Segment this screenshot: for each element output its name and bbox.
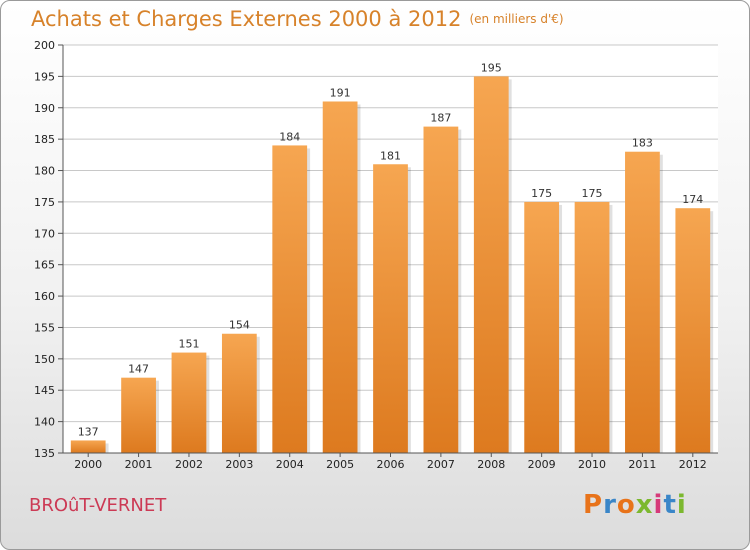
bar-2001: [121, 377, 156, 453]
data-label: 147: [128, 363, 149, 376]
logo-letter: r: [603, 490, 617, 520]
y-tick-label: 165: [34, 259, 55, 272]
x-tick-label: 2004: [276, 458, 304, 471]
logo-letter: i: [676, 490, 687, 520]
data-label: 184: [279, 130, 300, 143]
y-tick-label: 155: [34, 321, 55, 334]
logo-letter: P: [583, 490, 604, 520]
axes: [58, 44, 718, 457]
data-label: 151: [178, 338, 199, 351]
y-tick-label: 150: [34, 353, 55, 366]
bar-2008: [473, 76, 509, 453]
data-label: 181: [380, 149, 401, 162]
bar-2012: [675, 208, 711, 453]
y-tick-label: 180: [34, 165, 55, 178]
x-tick-label: 2003: [225, 458, 253, 471]
data-label: 154: [229, 319, 250, 332]
bar-2003: [221, 333, 257, 453]
bar-2004: [272, 145, 308, 453]
x-tick-label: 2006: [377, 458, 405, 471]
y-tick-label: 135: [34, 447, 55, 460]
chart-title: Achats et Charges Externes 2000 à 2012 (e…: [31, 7, 564, 31]
y-tick-label: 145: [34, 384, 55, 397]
data-label: 137: [78, 425, 99, 438]
data-label: 191: [330, 86, 351, 99]
y-tick-label: 170: [34, 227, 55, 240]
data-label: 187: [430, 112, 451, 125]
labels: 135 140 145 150 155 160 165 170 175 180 185 190 195 2…: [34, 39, 707, 471]
x-tick-label: 2007: [427, 458, 455, 471]
y-tick-label: 195: [34, 70, 55, 83]
logo-letter: o: [616, 490, 636, 520]
data-label: 183: [632, 137, 653, 150]
bar-2010: [574, 201, 610, 453]
x-tick-label: 2011: [628, 458, 656, 471]
bars: [70, 76, 714, 453]
bar-2005: [322, 101, 358, 453]
x-tick-label: 2009: [528, 458, 556, 471]
data-label: 195: [481, 61, 502, 74]
place-name: BROûT-VERNET: [29, 495, 167, 516]
y-tick-label: 190: [34, 102, 55, 115]
chart-title-text: Achats et Charges Externes 2000 à 2012: [31, 7, 462, 31]
y-tick-label: 140: [34, 416, 55, 429]
x-tick-label: 2001: [125, 458, 153, 471]
x-tick-label: 2010: [578, 458, 606, 471]
x-tick-label: 2012: [679, 458, 707, 471]
y-tick-label: 160: [34, 290, 55, 303]
y-tick-label: 185: [34, 133, 55, 146]
x-tick-label: 2002: [175, 458, 203, 471]
y-tick-label: 175: [34, 196, 55, 209]
data-label: 174: [682, 193, 703, 206]
logo-letter: i: [653, 490, 664, 520]
data-label: 175: [582, 187, 603, 200]
x-tick-label: 2000: [74, 458, 102, 471]
x-tick-label: 2008: [477, 458, 505, 471]
proxiti-logo[interactable]: Proxiti: [583, 490, 687, 520]
bar-2002: [171, 352, 207, 453]
data-label: 175: [531, 187, 552, 200]
y-tick-label: 200: [34, 39, 55, 52]
bar-2006: [373, 164, 408, 453]
bar-2007: [423, 126, 459, 453]
bar-2011: [625, 151, 660, 453]
chart-subtitle: (en milliers d'€): [469, 12, 564, 26]
bar-2000: [70, 440, 106, 453]
logo-letter: t: [663, 490, 677, 520]
bar-2009: [524, 201, 560, 453]
x-tick-label: 2005: [326, 458, 354, 471]
logo-letter: x: [635, 490, 654, 520]
